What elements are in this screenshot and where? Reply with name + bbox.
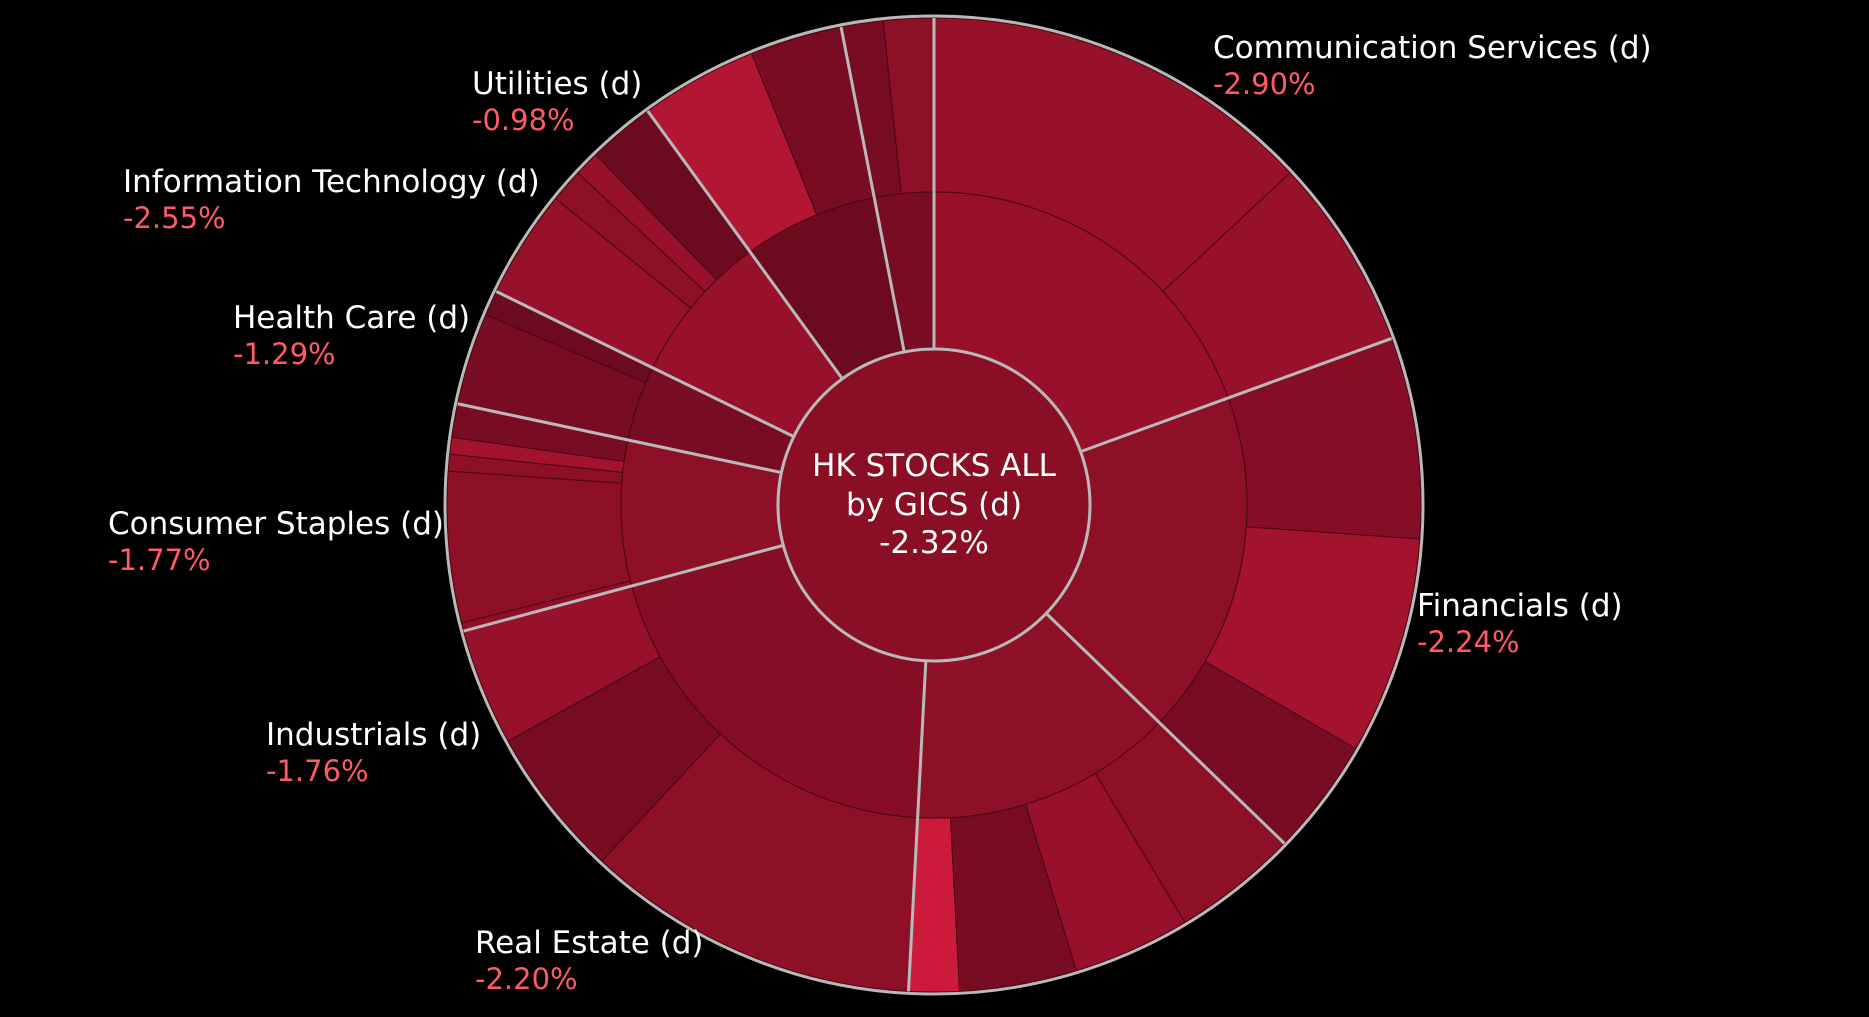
label-change: -2.90% (1213, 67, 1316, 101)
center-value: -2.32% (879, 525, 989, 561)
divider-health-care (457, 402, 782, 475)
label-change: -1.77% (108, 543, 211, 577)
divider-unlabeled (839, 26, 906, 353)
outer-ring (446, 17, 1422, 993)
divider-consumer-staples (463, 543, 784, 633)
label-change: -1.76% (266, 754, 369, 788)
sector-dividers (457, 18, 1393, 992)
divider-utilities (646, 110, 844, 380)
outer-border (443, 14, 1425, 996)
divider-information-technology (495, 290, 795, 438)
label-financials[interactable]: Financials (d) -2.24% (1417, 588, 1623, 660)
label-name: Information Technology (d) (123, 164, 540, 200)
center-subtitle: by GICS (d) (846, 487, 1022, 523)
label-utilities[interactable]: Utilities (d) -0.98% (472, 66, 642, 138)
center-title: HK STOCKS ALL (812, 448, 1056, 484)
label-change: -2.20% (475, 962, 578, 996)
label-name: Real Estate (d) (475, 925, 704, 961)
label-name: Communication Services (d) (1213, 30, 1652, 66)
label-change: -0.98% (472, 103, 575, 137)
label-change: -2.24% (1417, 625, 1520, 659)
label-change: -2.55% (123, 201, 226, 235)
divider-real-estate (1045, 612, 1286, 845)
label-name: Utilities (d) (472, 66, 643, 102)
divider-financials (1080, 337, 1393, 454)
label-name: Financials (d) (1417, 588, 1623, 624)
divider-industrials (907, 660, 928, 992)
label-name: Health Care (d) (233, 300, 471, 336)
label-name: Consumer Staples (d) (108, 506, 444, 542)
label-communication-services[interactable]: Communication Services (d) -2.90% (1213, 30, 1652, 102)
label-consumer-staples[interactable]: Consumer Staples (d) -1.77% (108, 506, 444, 578)
label-information-technology[interactable]: Information Technology (d) -2.55% (123, 164, 540, 236)
label-industrials[interactable]: Industrials (d) -1.76% (266, 717, 481, 789)
label-real-estate[interactable]: Real Estate (d) -2.20% (475, 925, 704, 997)
label-name: Industrials (d) (266, 717, 482, 753)
middle-ring (620, 191, 1248, 819)
center-disc (776, 347, 1092, 663)
label-health-care[interactable]: Health Care (d) -1.29% (233, 300, 470, 372)
label-change: -1.29% (233, 337, 336, 371)
